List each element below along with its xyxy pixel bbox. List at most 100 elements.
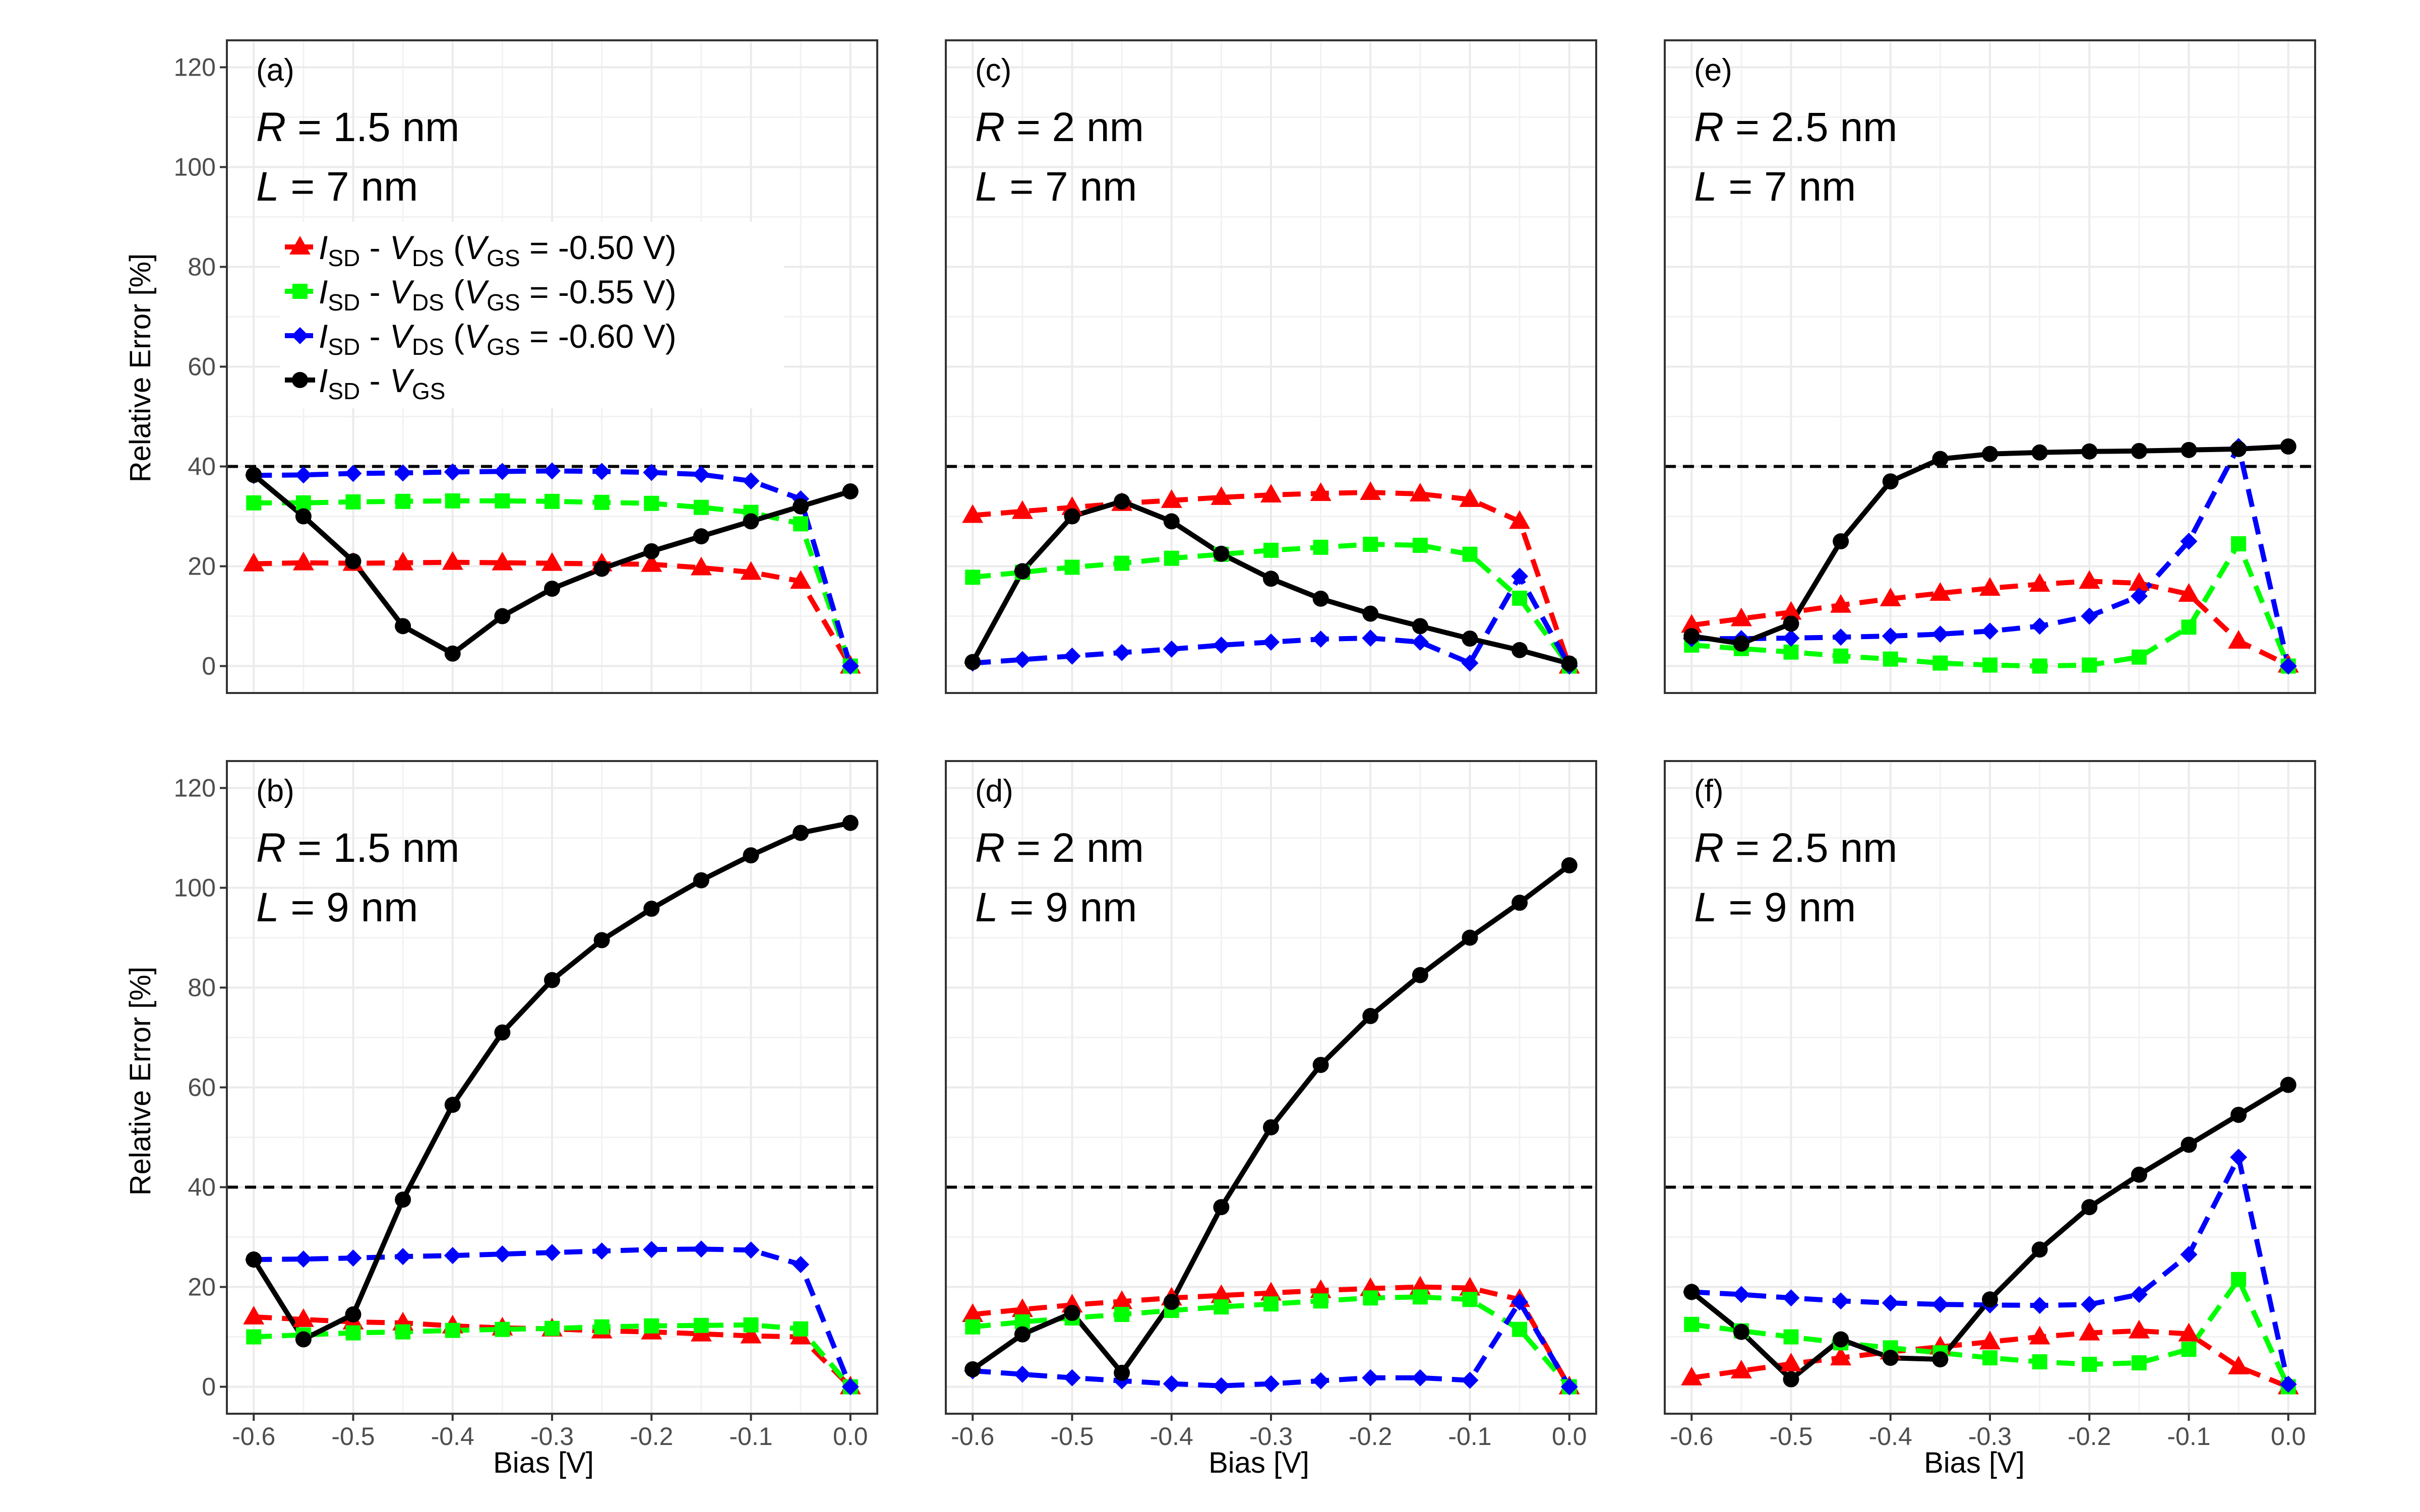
y-tick-label: 120 [174, 774, 216, 802]
point-vgs_curve [693, 528, 709, 545]
point-vgs060 [1312, 631, 1329, 648]
y-tick-label: 120 [174, 53, 216, 81]
point-vgs_curve [1462, 631, 1478, 647]
point-vgs055 [1512, 1321, 1528, 1337]
point-vgs_curve [1561, 655, 1578, 672]
point-vgs_curve [643, 901, 660, 917]
point-vgs050 [2029, 573, 2050, 592]
param-r: R = 1.5 nm [256, 825, 459, 871]
point-vgs_curve [2081, 443, 2098, 460]
legend-text-cvsub: GS [487, 245, 520, 271]
point-vgs055 [693, 1317, 709, 1333]
legend-text-i: I [319, 273, 328, 310]
point-vgs_curve [2131, 443, 2147, 459]
point-vgs055 [395, 493, 411, 509]
point-vgs060 [1461, 654, 1479, 672]
x-tick-label: -0.5 [1050, 1422, 1094, 1451]
point-vgs055 [793, 1321, 809, 1337]
point-vgs050 [1509, 510, 1531, 529]
point-vgs060 [593, 463, 611, 480]
point-vgs_curve [1263, 1119, 1279, 1136]
legend-text-vsub: DS [412, 289, 444, 316]
point-vgs055 [2032, 1354, 2047, 1370]
point-vgs_curve [1833, 1331, 1849, 1348]
point-vgs_curve [1064, 508, 1080, 525]
point-vgs050 [1780, 601, 1802, 620]
legend-text-cond_open: ( [444, 229, 464, 266]
param-symbol: R [1694, 104, 1724, 150]
panel-c: (c)R = 2 nmL = 7 nm [945, 39, 1597, 694]
point-vgs055 [1684, 1316, 1700, 1332]
point-vgs060 [543, 1244, 561, 1262]
point-vgs060 [2180, 533, 2198, 550]
point-vgs_curve [1312, 1056, 1329, 1073]
legend-text-isub: SD [328, 378, 360, 404]
param-value: = 1.5 nm [286, 825, 459, 871]
point-vgs050 [641, 553, 662, 572]
point-vgs_curve [494, 608, 511, 624]
x-tick-label: -0.6 [951, 1422, 994, 1451]
param-l: L = 9 nm [975, 885, 1137, 930]
x-tick-label: -0.6 [232, 1422, 275, 1451]
point-vgs050 [1730, 1359, 1752, 1378]
point-vgs050 [690, 556, 712, 576]
point-vgs050 [1979, 1331, 2001, 1350]
legend-text-cv: V [464, 273, 490, 310]
param-value: = 9 nm [1717, 885, 1856, 930]
legend-label: ISD - VDS (VGS = -0.50 V) [319, 229, 677, 271]
point-vgs050 [1681, 1366, 1703, 1385]
point-vgs_curve [1014, 563, 1031, 580]
point-vgs_curve [2230, 440, 2247, 457]
point-vgs060 [841, 1378, 859, 1396]
point-vgs050 [243, 1305, 265, 1325]
param-symbol: L [256, 885, 279, 930]
point-vgs050 [740, 1325, 762, 1344]
legend-text-cond_close: = -0.50 V) [520, 229, 677, 266]
x-tick-label: 0.0 [1552, 1422, 1587, 1451]
x-tick-label: -0.1 [1448, 1422, 1491, 1451]
point-vgs050 [292, 551, 314, 571]
point-vgs050 [442, 551, 463, 570]
point-vgs_curve [1882, 473, 1899, 490]
point-vgs_curve [2181, 1137, 2197, 1153]
panel-f: -0.6 -0.5 -0.4 -0.3 -0.2 -0.1 0.0 (f) R = 2.5 nm… [1664, 760, 2316, 1451]
point-vgs060 [1832, 628, 1850, 646]
y-tick-label: 40 [188, 1173, 216, 1202]
point-vgs_curve [2031, 1241, 2048, 1258]
param-symbol: R [1694, 825, 1724, 871]
point-vgs050 [2128, 572, 2150, 591]
point-vgs055 [1363, 1290, 1378, 1306]
point-vgs050 [2228, 630, 2250, 649]
point-vgs060 [2081, 1296, 2098, 1313]
point-vgs_curve [1511, 895, 1528, 911]
point-vgs050 [1211, 486, 1232, 505]
point-vgs_curve [1683, 628, 1700, 645]
point-vgs060 [1832, 1292, 1850, 1310]
param-r: R = 2 nm [975, 825, 1144, 871]
point-vgs060 [2180, 1246, 2198, 1264]
point-vgs_curve [345, 1306, 361, 1322]
param-l: L = 9 nm [256, 885, 418, 930]
point-vgs050 [2178, 583, 2200, 602]
point-vgs060 [394, 1248, 412, 1266]
point-vgs060 [1163, 640, 1180, 658]
point-vgs055 [1512, 590, 1528, 606]
point-vgs050 [1929, 582, 1951, 601]
point-vgs050 [1360, 481, 1381, 500]
param-l: L = 7 nm [1694, 164, 1856, 210]
param-symbol: R [256, 825, 286, 871]
y-tick-label: 60 [188, 1074, 216, 1102]
point-vgs_curve [246, 1251, 262, 1268]
point-vgs_curve [1683, 1284, 1700, 1300]
point-vgs_curve [1932, 451, 1949, 467]
point-vgs060 [1882, 1294, 1899, 1312]
panel-border [945, 39, 1597, 694]
y-tick-label: 60 [188, 353, 216, 381]
point-vgs050 [1011, 500, 1033, 519]
legend-text-vsub: DS [412, 245, 444, 271]
point-vgs060 [1262, 1375, 1280, 1393]
panel-label: (d) [975, 774, 1013, 808]
point-vgs060 [494, 463, 511, 480]
point-vgs055 [2231, 536, 2247, 551]
point-vgs060 [1411, 634, 1429, 651]
